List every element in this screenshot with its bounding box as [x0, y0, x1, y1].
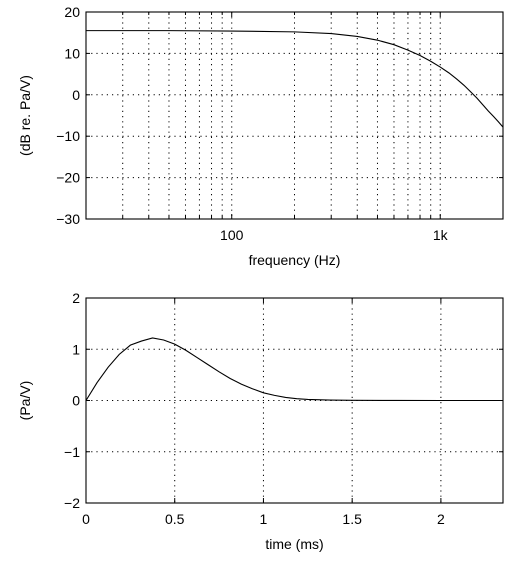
plot-frame [85, 11, 504, 220]
y-axis-label: (dB re. Pa/V) [17, 75, 33, 156]
x-tick-label: 100 [220, 227, 244, 243]
x-axis-label: frequency (Hz) [249, 252, 341, 268]
y-tick-label: −30 [56, 211, 80, 227]
y-tick-label: −1 [64, 444, 80, 460]
x-tick-label: 0.5 [165, 511, 185, 527]
y-axis-label: (Pa/V) [17, 381, 33, 421]
y-tick-label: 1 [72, 341, 80, 357]
y-tick-label: 10 [64, 45, 80, 61]
series-line [85, 337, 503, 402]
series-line [86, 30, 504, 128]
x-tick-label: 2 [437, 511, 445, 527]
y-tick-label: −20 [56, 170, 80, 186]
y-tick-label: −10 [56, 128, 80, 144]
y-tick-label: −2 [64, 495, 80, 511]
y-tick-label: 0 [72, 393, 80, 409]
y-tick-label: 0 [72, 87, 80, 103]
x-tick-label: 0 [82, 511, 90, 527]
x-axis-label: time (ms) [265, 536, 323, 552]
x-tick-label: 1.5 [342, 511, 362, 527]
x-tick-label: 1 [260, 511, 268, 527]
y-tick-label: 20 [64, 4, 80, 20]
y-tick-label: 2 [72, 290, 80, 306]
x-tick-label: 1k [433, 227, 449, 243]
